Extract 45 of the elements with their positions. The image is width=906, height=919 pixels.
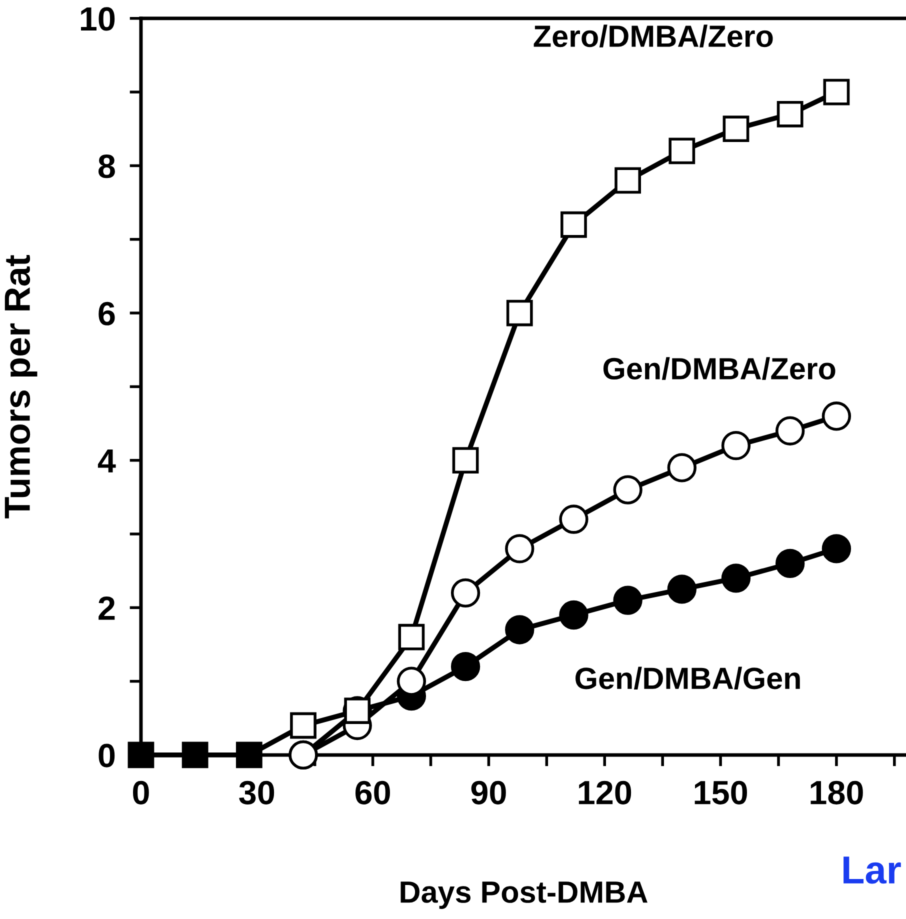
text: Lar (844, 856, 901, 884)
point (776, 548, 805, 578)
x-tick-label: 0 (133, 780, 149, 804)
point (668, 138, 696, 164)
series-label: Gen/DMBA/Zero (603, 357, 836, 380)
point (722, 116, 750, 142)
y-tick-label: 8 (98, 154, 115, 178)
x-tick-label: 30 (239, 780, 274, 804)
series-label: Gen/DMBA/Gen (576, 666, 800, 690)
point (398, 624, 425, 650)
y-tick-label: 4 (98, 449, 116, 472)
series-label: Zero/DMBA/Zero (534, 24, 773, 48)
point (613, 475, 642, 504)
point (452, 447, 479, 474)
point (559, 600, 588, 630)
y-tick-label: 6 (98, 302, 115, 326)
point (614, 167, 642, 194)
x-tick-label: 90 (471, 780, 506, 804)
y-tick-label: 0 (98, 744, 115, 768)
point (505, 534, 534, 564)
x-tick-label: 150 (694, 780, 747, 804)
y-axis-title: Tumors per Rat (4, 255, 38, 518)
point (613, 586, 642, 615)
point (559, 504, 588, 534)
y-tick-label: 10 (81, 7, 115, 31)
x-tick-label: 180 (810, 780, 863, 804)
point (721, 431, 751, 460)
y-tick-label: 2 (98, 596, 115, 620)
point (823, 78, 850, 106)
point (560, 211, 587, 238)
x-axis-title: Days Post-DMBA (400, 882, 648, 909)
point (290, 712, 316, 739)
point (822, 402, 852, 431)
point (776, 416, 805, 446)
point (506, 300, 533, 326)
point (450, 652, 480, 682)
point (667, 574, 696, 604)
point (505, 615, 534, 644)
point (776, 100, 804, 128)
x-tick-label: 60 (355, 780, 390, 804)
point (667, 453, 696, 482)
point (822, 534, 852, 564)
x-tick-label: 120 (578, 780, 632, 804)
point (450, 578, 480, 608)
point (721, 564, 751, 593)
